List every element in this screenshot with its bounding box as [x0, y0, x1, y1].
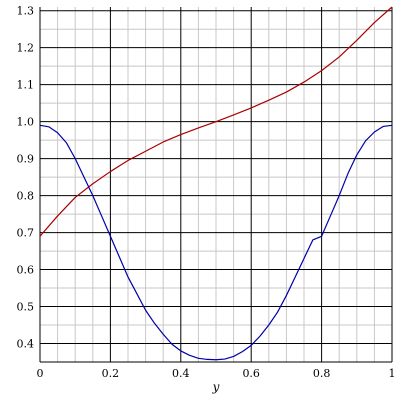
- y-tick-label: 1.1: [17, 79, 35, 92]
- y-tick-label: 0.8: [17, 190, 35, 203]
- y-tick-label: 0.5: [17, 301, 35, 314]
- y-tick-label: 0.9: [17, 153, 35, 166]
- x-tick-label: 1: [389, 367, 396, 380]
- x-tick-label: 0.8: [313, 367, 331, 380]
- x-tick-label: 0.6: [242, 367, 260, 380]
- series-layer: [39, 6, 393, 361]
- major-grid: [39, 7, 393, 363]
- x-tick-label: 0: [37, 367, 44, 380]
- x-tick-label: 0.2: [102, 367, 120, 380]
- y-tick-labels: 0.4 0.5 0.6 0.7 0.8 0.9 1.0 1.1 1.2 1.3: [17, 5, 35, 351]
- x-tick-label: 0.4: [172, 367, 190, 380]
- y-tick-label: 1.0: [17, 116, 35, 129]
- minor-grid: [40, 7, 392, 363]
- series-line-1: [39, 6, 393, 237]
- y-tick-label: 0.4: [17, 338, 35, 351]
- x-axis-label: y: [212, 380, 220, 394]
- y-tick-label: 1.2: [17, 42, 35, 55]
- y-tick-label: 0.7: [17, 227, 35, 240]
- x-tick-labels: 0 0.2 0.4 0.6 0.8 1: [37, 367, 396, 380]
- y-tick-label: 1.3: [17, 5, 35, 18]
- series-line-2: [39, 124, 393, 361]
- y-tick-label: 0.6: [17, 264, 35, 277]
